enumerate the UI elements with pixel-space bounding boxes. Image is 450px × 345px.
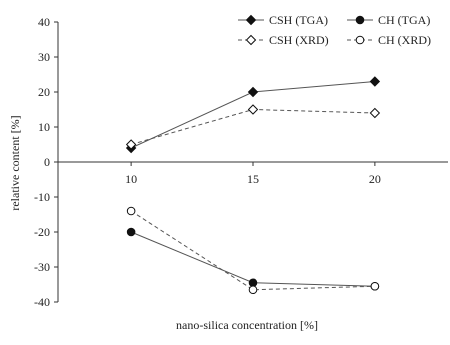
data-point [248, 285, 258, 295]
data-point [369, 76, 381, 87]
legend-marker [355, 15, 365, 25]
y-tick-label: -30 [34, 260, 50, 274]
x-tick-label: 15 [247, 172, 259, 186]
data-point [126, 227, 136, 237]
y-tick-label: 0 [44, 155, 50, 169]
y-tick-label: -40 [34, 295, 50, 309]
series-1 [125, 104, 381, 150]
legend-marker [245, 34, 257, 46]
legend-item: CH (TGA) [347, 13, 430, 27]
y-tick-label: 30 [38, 50, 50, 64]
x-tick-label: 20 [369, 172, 381, 186]
data-point [247, 86, 259, 98]
legend-marker [355, 35, 365, 45]
legend-label: CSH (XRD) [269, 33, 329, 47]
series-3 [126, 206, 380, 295]
legend-item: CSH (XRD) [238, 33, 329, 47]
y-tick-label: 20 [38, 85, 50, 99]
x-tick-label: 10 [125, 172, 137, 186]
legend-label: CH (XRD) [378, 33, 431, 47]
series-2 [126, 227, 380, 291]
series-line [130, 231, 375, 287]
axes: 40 30 20 10 0 -10 -20 -30 -40 10 15 20 [34, 15, 448, 309]
y-tick-label: -20 [34, 225, 50, 239]
y-tick-label: 40 [38, 15, 50, 29]
series-line [130, 108, 375, 145]
data-point [125, 139, 137, 150]
legend-marker [245, 14, 257, 26]
y-axis-label: relative content [%] [8, 115, 22, 210]
data-point [247, 104, 259, 115]
legend-label: CSH (TGA) [269, 13, 328, 27]
data-point [248, 278, 258, 288]
series-layer [125, 76, 381, 295]
y-tick-label: 10 [38, 120, 50, 134]
series-line [130, 210, 375, 291]
legend-item: CSH (TGA) [238, 13, 328, 27]
legend-item: CH (XRD) [347, 33, 431, 47]
legend: CSH (TGA) CH (TGA) CSH (XRD) CH (XRD) [238, 13, 431, 47]
x-axis-label: nano-silica concentration [%] [176, 318, 318, 332]
legend-label: CH (TGA) [378, 13, 430, 27]
series-0 [125, 76, 381, 154]
y-tick-label: -10 [34, 190, 50, 204]
data-point [370, 281, 380, 291]
data-point [369, 107, 381, 119]
data-point [126, 206, 136, 216]
